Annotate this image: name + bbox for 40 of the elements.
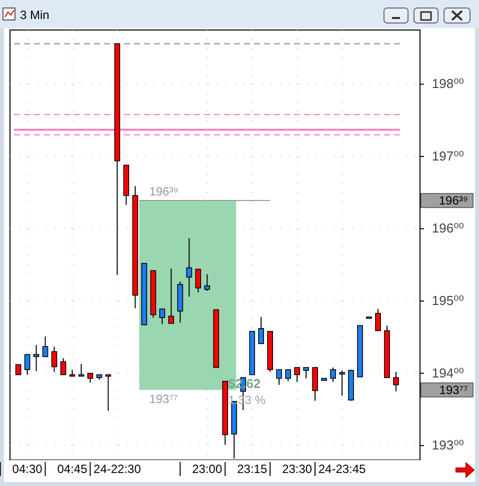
x-tick-label: 23:00 bbox=[192, 462, 222, 476]
annotation: 196³⁹ bbox=[149, 184, 178, 199]
x-tick-label: 23:15 bbox=[237, 462, 268, 476]
y-tick-label: 198⁰⁰ bbox=[432, 76, 464, 92]
candlestick bbox=[195, 268, 202, 293]
candlestick bbox=[159, 308, 166, 325]
candlestick bbox=[204, 274, 210, 292]
annotation: 193⁷⁷ bbox=[149, 392, 178, 406]
candlestick bbox=[258, 316, 264, 344]
candlestick bbox=[276, 369, 282, 386]
candlestick bbox=[312, 366, 318, 402]
candlestick bbox=[330, 366, 336, 382]
candlestick bbox=[375, 308, 381, 332]
candlestick bbox=[285, 369, 291, 382]
y-tick-label: 194⁰⁰ bbox=[432, 365, 464, 380]
text: 196³⁹ bbox=[438, 194, 468, 208]
candlestick bbox=[303, 366, 309, 379]
candlestick bbox=[24, 354, 30, 376]
chart-title: 3 Min bbox=[20, 8, 50, 22]
text: 193⁷⁷ bbox=[439, 382, 468, 397]
candlestick bbox=[15, 364, 22, 376]
x-tick-label: 04:45 bbox=[57, 462, 88, 476]
x-tick-label: 24-23:45 bbox=[318, 462, 366, 476]
x-tick-label: 23:30 bbox=[282, 462, 312, 476]
y-tick-label: 197⁰⁰ bbox=[432, 148, 464, 164]
candlestick bbox=[87, 372, 94, 384]
x-tick-label: 04:30 bbox=[12, 462, 43, 476]
candlestick bbox=[42, 336, 48, 358]
candlestick bbox=[168, 268, 174, 324]
y-tick-label: 196⁰⁰ bbox=[432, 220, 464, 236]
y-tick-label: 195⁰⁰ bbox=[432, 293, 464, 308]
candlestick bbox=[51, 346, 58, 372]
candlestick bbox=[33, 344, 40, 372]
candlestick bbox=[186, 238, 192, 298]
y-tick-label: 193⁰⁰ bbox=[432, 438, 464, 453]
x-tick-label: 24-22:30 bbox=[94, 462, 142, 476]
candlestick bbox=[393, 371, 399, 392]
candlestick bbox=[339, 370, 345, 396]
candlestick bbox=[60, 358, 66, 376]
candlestick bbox=[294, 366, 300, 382]
